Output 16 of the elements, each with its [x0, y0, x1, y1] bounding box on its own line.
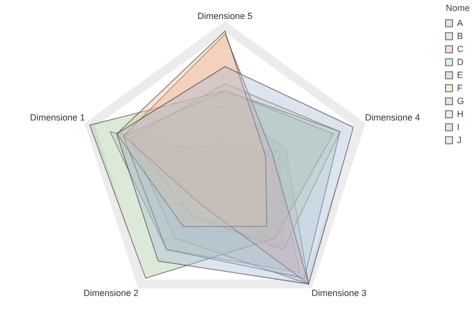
spoke-label: Dimensione 3 — [312, 288, 367, 298]
spoke-label: Dimensione 2 — [83, 288, 138, 298]
legend-label: F — [457, 82, 463, 93]
legend-label: D — [457, 56, 464, 67]
legend-label: I — [457, 122, 460, 132]
legend-title: Nome — [446, 2, 470, 13]
legend-label: E — [457, 70, 464, 80]
spoke-label: Dimensione 5 — [197, 10, 253, 21]
legend-label: A — [457, 18, 464, 28]
legend-label: G — [457, 96, 464, 106]
spoke-label: Dimensione 4 — [364, 112, 420, 123]
legend-label: B — [457, 30, 464, 41]
legend-label: J — [457, 134, 462, 145]
spoke-label: Dimensione 1 — [30, 112, 86, 123]
legend-label: H — [457, 108, 464, 119]
legend-label: C — [457, 44, 464, 54]
